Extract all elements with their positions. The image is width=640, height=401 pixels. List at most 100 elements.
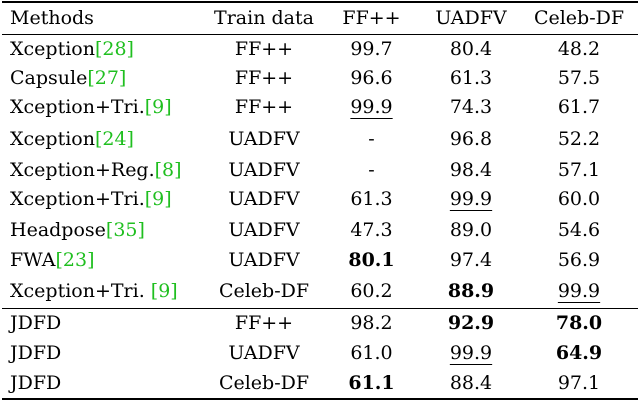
method-cell: Xception+Tri.[9] bbox=[10, 183, 172, 215]
celeb-df-score: 57.5 bbox=[557, 67, 601, 89]
section-rule bbox=[2, 308, 638, 309]
train-data-cell: FF++ bbox=[234, 38, 294, 60]
table-row: JDFD UADFV 61.0 99.9 64.9 bbox=[0, 337, 640, 369]
celeb-df-score: 52.2 bbox=[557, 128, 601, 150]
celeb-df-score: 48.2 bbox=[557, 38, 601, 60]
celeb-df-score: 56.9 bbox=[557, 249, 601, 271]
method-cell: Xception+Tri. [9] bbox=[10, 275, 178, 307]
bottom-rule bbox=[2, 398, 638, 400]
train-data-cell: FF++ bbox=[234, 67, 294, 89]
ffpp-score: 99.9 bbox=[350, 96, 393, 118]
citation-link[interactable]: [28] bbox=[94, 38, 134, 60]
ffpp-score: 80.1 bbox=[348, 249, 395, 271]
citation-link[interactable]: [24] bbox=[94, 128, 134, 150]
header-celeb-df: Celeb-DF bbox=[533, 7, 625, 29]
ffpp-score: 61.3 bbox=[350, 188, 393, 210]
header-uadfv: UADFV bbox=[435, 7, 507, 29]
celeb-df-score: 60.0 bbox=[557, 188, 601, 210]
method-cell: Headpose[35] bbox=[10, 214, 145, 246]
header-ffpp: FF++ bbox=[342, 7, 401, 29]
table-row: Xception[24] UADFV - 96.8 52.2 bbox=[0, 123, 640, 155]
method-name: Xception+Tri. bbox=[10, 96, 145, 118]
ffpp-score: 61.1 bbox=[348, 372, 395, 394]
citation-link[interactable]: [23] bbox=[55, 249, 95, 271]
table-row: JDFD Celeb-DF 61.1 88.4 97.1 bbox=[0, 367, 640, 399]
celeb-df-score: 61.7 bbox=[557, 96, 601, 118]
method-cell: Xception[24] bbox=[10, 123, 134, 155]
table-row: JDFD FF++ 98.2 92.9 78.0 bbox=[0, 307, 640, 339]
top-rule bbox=[2, 1, 638, 3]
table-row: Xception+Tri. [9] Celeb-DF 60.2 88.9 99.… bbox=[0, 275, 640, 307]
celeb-df-score: 64.9 bbox=[555, 342, 603, 364]
citation-link[interactable]: [9] bbox=[144, 188, 172, 210]
train-data-cell: FF++ bbox=[234, 96, 294, 118]
method-name: JDFD bbox=[10, 342, 62, 364]
uadfv-score: 99.9 bbox=[449, 342, 493, 364]
table-row: Capsule[27] FF++ 96.6 61.3 57.5 bbox=[0, 62, 640, 94]
train-data-cell: UADFV bbox=[228, 128, 300, 150]
table-row: Headpose[35] UADFV 47.3 89.0 54.6 bbox=[0, 214, 640, 246]
ffpp-score: 60.2 bbox=[350, 280, 393, 302]
method-name: Xception+Reg. bbox=[10, 159, 155, 181]
train-data-cell: UADFV bbox=[228, 342, 300, 364]
method-name: Capsule bbox=[10, 67, 88, 89]
train-data-cell: UADFV bbox=[228, 159, 300, 181]
method-name: FWA bbox=[10, 249, 56, 271]
ffpp-score: 96.6 bbox=[350, 67, 393, 89]
ffpp-score: 99.7 bbox=[350, 38, 393, 60]
celeb-df-score: 78.0 bbox=[555, 312, 603, 334]
train-data-cell: UADFV bbox=[228, 249, 300, 271]
uadfv-score: 89.0 bbox=[449, 219, 493, 241]
uadfv-score: 61.3 bbox=[449, 67, 493, 89]
header-methods: Methods bbox=[10, 7, 94, 29]
celeb-df-score: 57.1 bbox=[557, 159, 601, 181]
uadfv-score: 88.9 bbox=[447, 280, 495, 302]
uadfv-score: 99.9 bbox=[449, 188, 493, 210]
method-name: JDFD bbox=[10, 312, 62, 334]
ffpp-score: - bbox=[368, 159, 375, 181]
train-data-cell: FF++ bbox=[234, 312, 294, 334]
uadfv-score: 92.9 bbox=[447, 312, 495, 334]
table-row: Xception[28] FF++ 99.7 80.4 48.2 bbox=[0, 33, 640, 65]
train-data-cell: Celeb-DF bbox=[218, 372, 310, 394]
ffpp-score: 61.0 bbox=[350, 342, 393, 364]
ffpp-score: 98.2 bbox=[350, 312, 393, 334]
method-name: Xception+Tri. bbox=[10, 280, 151, 302]
citation-link[interactable]: [35] bbox=[105, 219, 145, 241]
method-name: Xception bbox=[10, 38, 95, 60]
header-rule bbox=[2, 34, 638, 35]
train-data-cell: UADFV bbox=[228, 219, 300, 241]
method-cell: Xception[28] bbox=[10, 33, 134, 65]
method-name: JDFD bbox=[10, 372, 62, 394]
uadfv-score: 80.4 bbox=[449, 38, 493, 60]
uadfv-score: 97.4 bbox=[449, 249, 493, 271]
citation-link[interactable]: [27] bbox=[87, 67, 127, 89]
uadfv-score: 96.8 bbox=[449, 128, 493, 150]
method-cell: FWA[23] bbox=[10, 244, 95, 276]
table-row: Xception+Reg.[8] UADFV - 98.4 57.1 bbox=[0, 154, 640, 186]
uadfv-score: 74.3 bbox=[449, 96, 493, 118]
table-header-row: Methods Train data FF++ UADFV Celeb-DF bbox=[0, 2, 640, 34]
citation-link[interactable]: [8] bbox=[154, 159, 182, 181]
table-row: Xception+Tri.[9] FF++ 99.9 74.3 61.7 bbox=[0, 91, 640, 123]
ffpp-score: - bbox=[368, 128, 375, 150]
method-cell: Xception+Reg.[8] bbox=[10, 154, 182, 186]
celeb-df-score: 99.9 bbox=[557, 280, 601, 302]
uadfv-score: 88.4 bbox=[449, 372, 493, 394]
method-name: Xception bbox=[10, 128, 95, 150]
table-row: Xception+Tri.[9] UADFV 61.3 99.9 60.0 bbox=[0, 183, 640, 215]
method-name: Xception+Tri. bbox=[10, 188, 145, 210]
method-name: Headpose bbox=[10, 219, 106, 241]
celeb-df-score: 97.1 bbox=[557, 372, 601, 394]
citation-link[interactable]: [9] bbox=[144, 96, 172, 118]
header-train-data: Train data bbox=[214, 7, 314, 29]
celeb-df-score: 54.6 bbox=[557, 219, 601, 241]
train-data-cell: Celeb-DF bbox=[218, 280, 310, 302]
citation-link[interactable]: [9] bbox=[150, 280, 178, 302]
train-data-cell: UADFV bbox=[228, 188, 300, 210]
method-cell: Xception+Tri.[9] bbox=[10, 91, 172, 123]
method-cell: Capsule[27] bbox=[10, 62, 126, 94]
uadfv-score: 98.4 bbox=[449, 159, 493, 181]
ffpp-score: 47.3 bbox=[350, 219, 393, 241]
